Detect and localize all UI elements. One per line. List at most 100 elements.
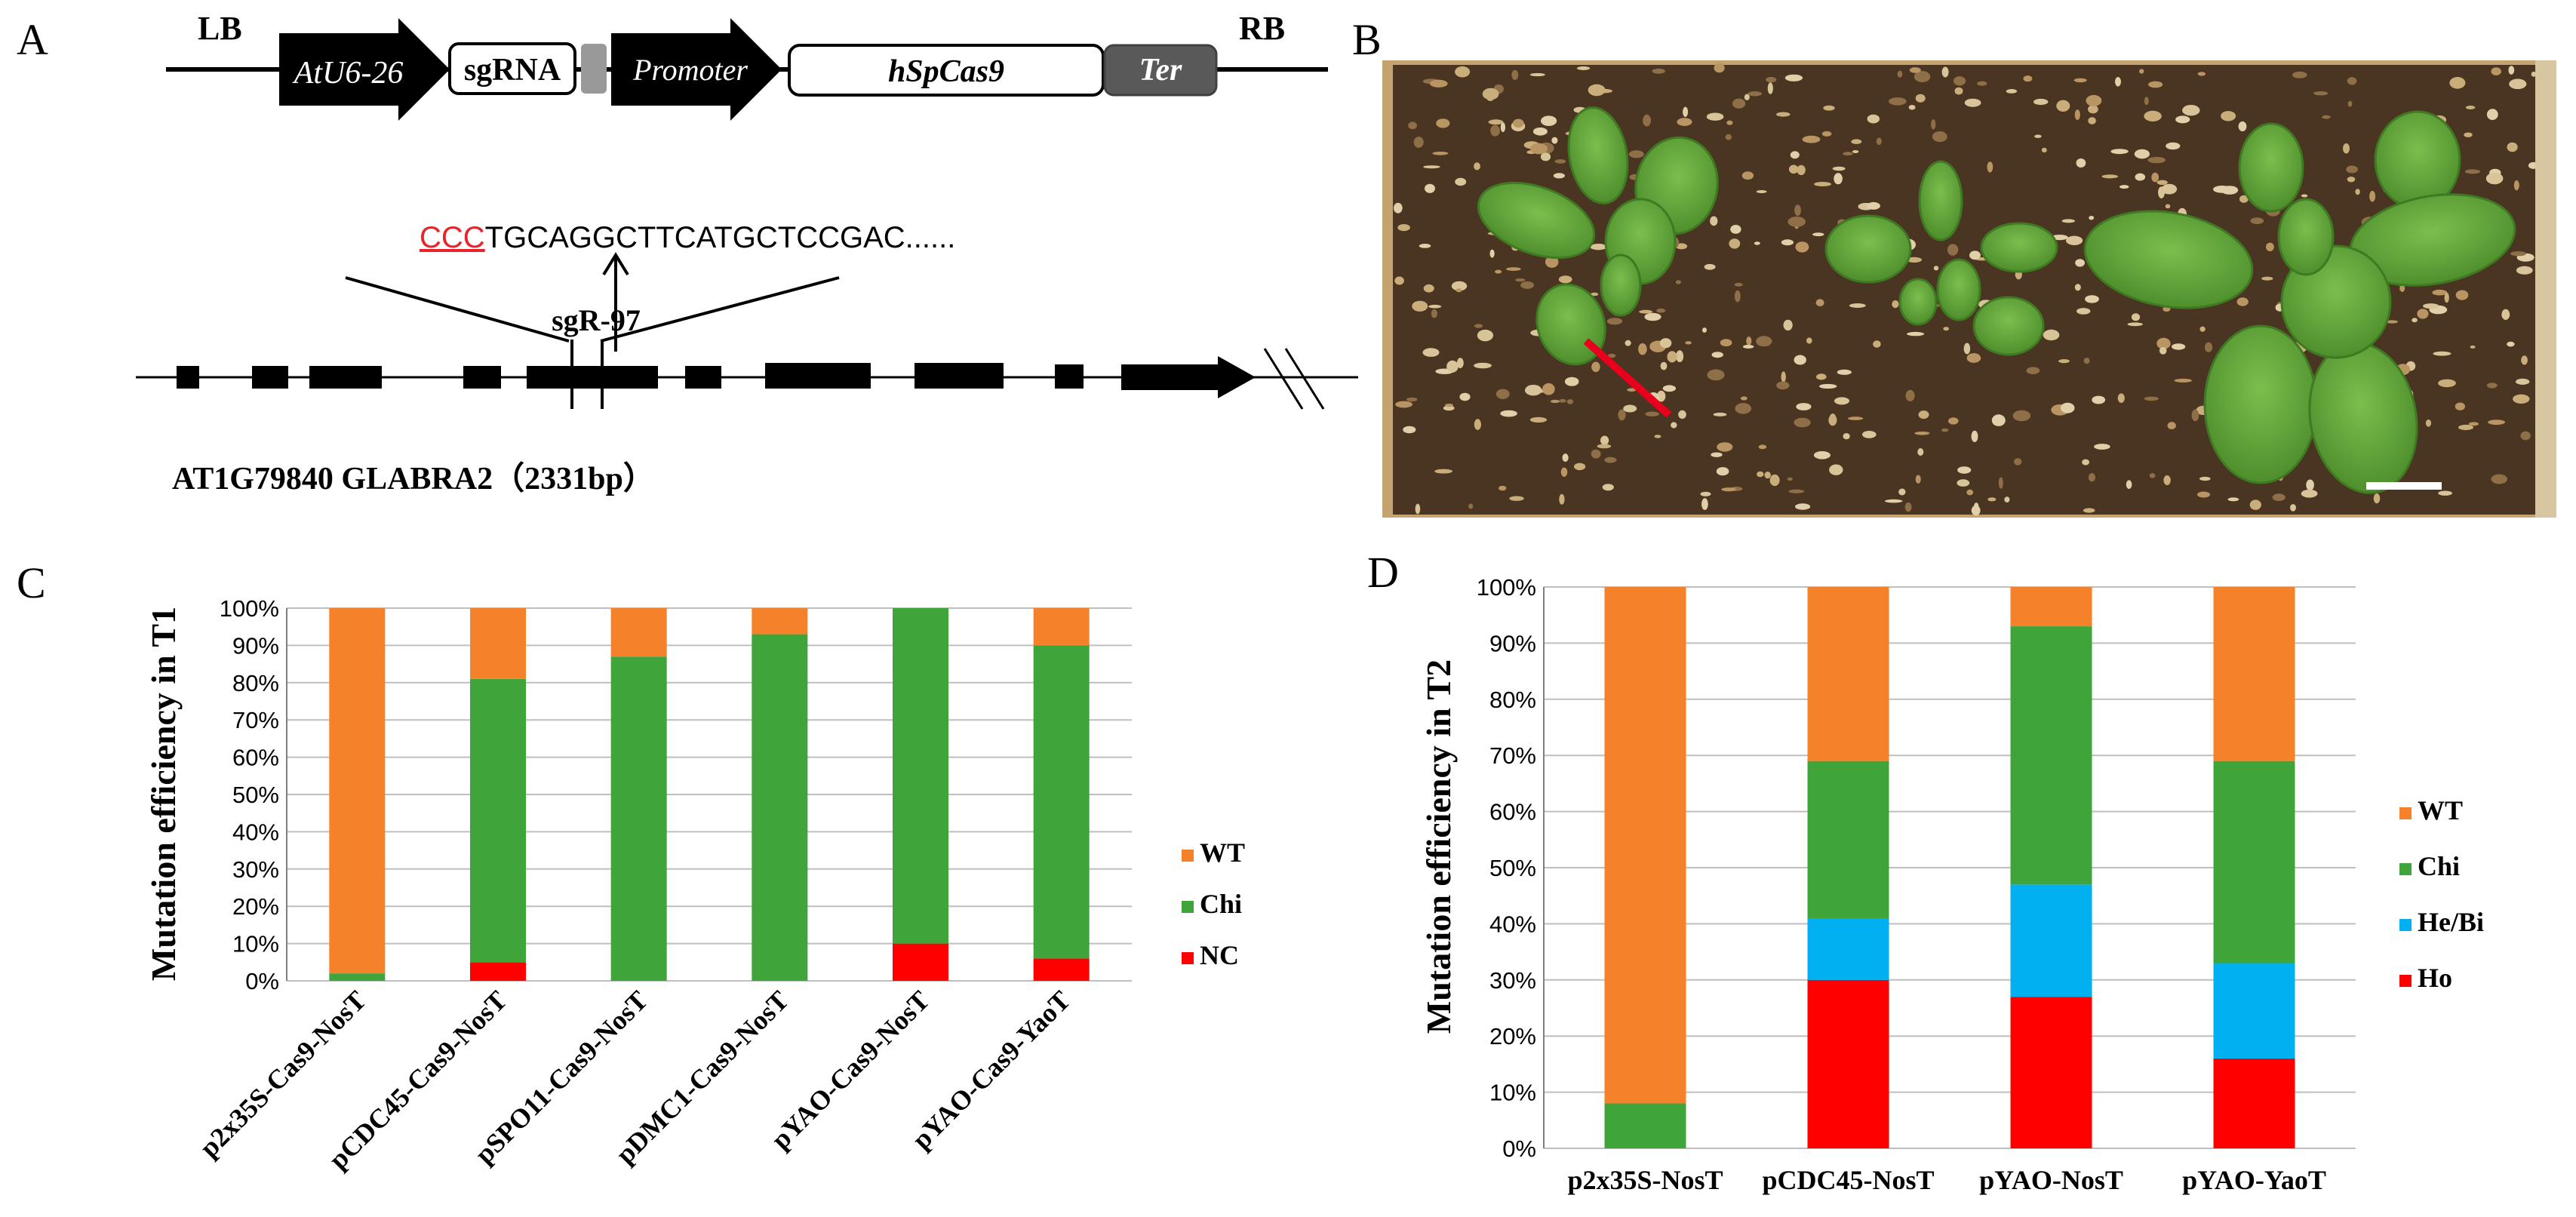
soil-speck: [2510, 251, 2526, 257]
soil-speck: [1851, 139, 1862, 144]
soil-speck: [2156, 180, 2168, 185]
soil-speck: [1596, 88, 1612, 94]
soil-speck: [2343, 143, 2350, 154]
chart-d-ytick-label: 30%: [1489, 967, 1536, 994]
soil-speck: [1456, 358, 1464, 368]
soil-speck: [1685, 341, 1692, 345]
soil-speck: [2221, 111, 2236, 121]
soil-speck: [2513, 394, 2530, 404]
soil-speck: [1740, 396, 1748, 401]
soil-speck: [1710, 216, 1718, 226]
soil-speck: [1885, 499, 1903, 503]
soil-speck: [1431, 309, 1437, 318]
chart-d-xtick-label: pYAO-YaoT: [2182, 1165, 2326, 1195]
soil-speck: [1834, 397, 1849, 405]
exon-arrow: [1121, 356, 1256, 398]
soil-speck: [1744, 94, 1750, 100]
soil-speck: [1754, 241, 1760, 245]
soil-speck: [2088, 117, 2096, 124]
soil-speck: [1412, 300, 1428, 312]
soil-speck: [1834, 173, 1843, 185]
soil-speck: [2075, 259, 2086, 267]
chart-c-ytick-label: 40%: [232, 819, 279, 845]
ter-label: Ter: [1139, 53, 1182, 88]
soil-speck: [1742, 345, 1754, 349]
soil-speck: [1500, 122, 1505, 133]
soil-speck: [1541, 115, 1557, 126]
soil-speck: [2250, 217, 2264, 225]
chart-d-ytick-label: 60%: [1489, 799, 1536, 825]
chart-d-legend-swatch: [2399, 807, 2412, 819]
soil-speck: [1787, 477, 1793, 481]
soil-speck: [2509, 78, 2527, 90]
soil-speck: [2144, 97, 2149, 106]
soil-speck: [1898, 488, 1906, 496]
soil-speck: [2449, 77, 2466, 89]
chart-d-xtick-label: pYAO-NosT: [1979, 1165, 2123, 1195]
soil-speck: [2135, 173, 2146, 181]
soil-speck: [2023, 75, 2033, 82]
soil-speck: [2531, 71, 2537, 77]
soil-speck: [1781, 371, 1786, 383]
chart-d-legend-label: Ho: [2418, 963, 2452, 993]
soil-speck: [2083, 508, 2095, 513]
soil-speck: [2033, 98, 2049, 106]
chart-d-bar-chi: [2010, 626, 2092, 885]
protospacer-sequence: TGCAGGCTTCATGCTCCGAC......: [485, 221, 956, 254]
soil-speck: [1701, 498, 1708, 510]
soil-speck: [2197, 491, 2210, 498]
chart-d-ytick-label: 100%: [1477, 574, 1536, 601]
soil-speck: [2127, 322, 2143, 327]
soil-speck: [1520, 281, 1535, 289]
soil-speck: [2322, 115, 2331, 119]
soil-speck: [1917, 448, 1924, 456]
soil-speck: [1511, 69, 1519, 80]
soil-speck: [2347, 177, 2356, 183]
soil-speck: [1654, 435, 1661, 438]
chart-d-bar-wt: [1604, 587, 1686, 1104]
soil-speck: [2444, 292, 2449, 303]
soil-speck: [1918, 410, 1929, 419]
soil-speck: [1943, 327, 1949, 331]
soil-speck: [1623, 404, 1637, 413]
soil-speck: [1434, 469, 1452, 474]
soil-speck: [2239, 195, 2249, 203]
soil-speck: [1781, 239, 1794, 246]
soil-speck: [1397, 224, 1410, 232]
soil-speck: [1675, 280, 1681, 284]
soil-speck: [1914, 71, 1931, 83]
zoom-line-left: [345, 276, 570, 343]
soil-speck: [1422, 348, 1440, 357]
soil-speck: [1488, 119, 1504, 125]
soil-speck: [1720, 339, 1732, 347]
soil-speck: [1607, 353, 1616, 358]
soil-speck: [1966, 489, 1974, 496]
soil-speck: [1588, 84, 1606, 97]
soil-speck: [1905, 389, 1915, 402]
soil-speck: [2110, 149, 2129, 155]
soil-speck: [2144, 396, 2159, 401]
soil-speck: [1769, 474, 1780, 487]
soil-speck: [1977, 81, 1987, 86]
soil-speck: [1558, 275, 1572, 284]
soil-speck: [2468, 422, 2479, 426]
soil-speck: [2491, 474, 2507, 484]
soil-speck: [2076, 158, 2086, 167]
soil-speck: [1721, 487, 1736, 492]
target-sequence: CCCTGCAGGCTTCATGCTCCGAC......: [420, 221, 955, 254]
soil-speck: [1758, 444, 1767, 450]
exon: [177, 366, 199, 389]
soil-speck: [1814, 182, 1831, 186]
panel-d: D 0% 10% 20% 30% 40% 50% 60% 70% 80% 90% 100% p2x3…: [1367, 548, 2484, 1195]
soil-speck: [2151, 172, 2159, 183]
soil-speck: [2088, 473, 2095, 482]
soil-speck: [1512, 118, 1524, 128]
soil-speck: [2470, 345, 2476, 349]
soil-speck: [2004, 496, 2010, 502]
soil-speck: [2520, 431, 2531, 441]
soil-speck: [1602, 484, 1614, 491]
soil-speck: [2083, 358, 2090, 364]
soil-speck: [2432, 289, 2448, 296]
soil-speck: [1506, 267, 1521, 271]
sg-label: sgR-97: [552, 303, 641, 337]
